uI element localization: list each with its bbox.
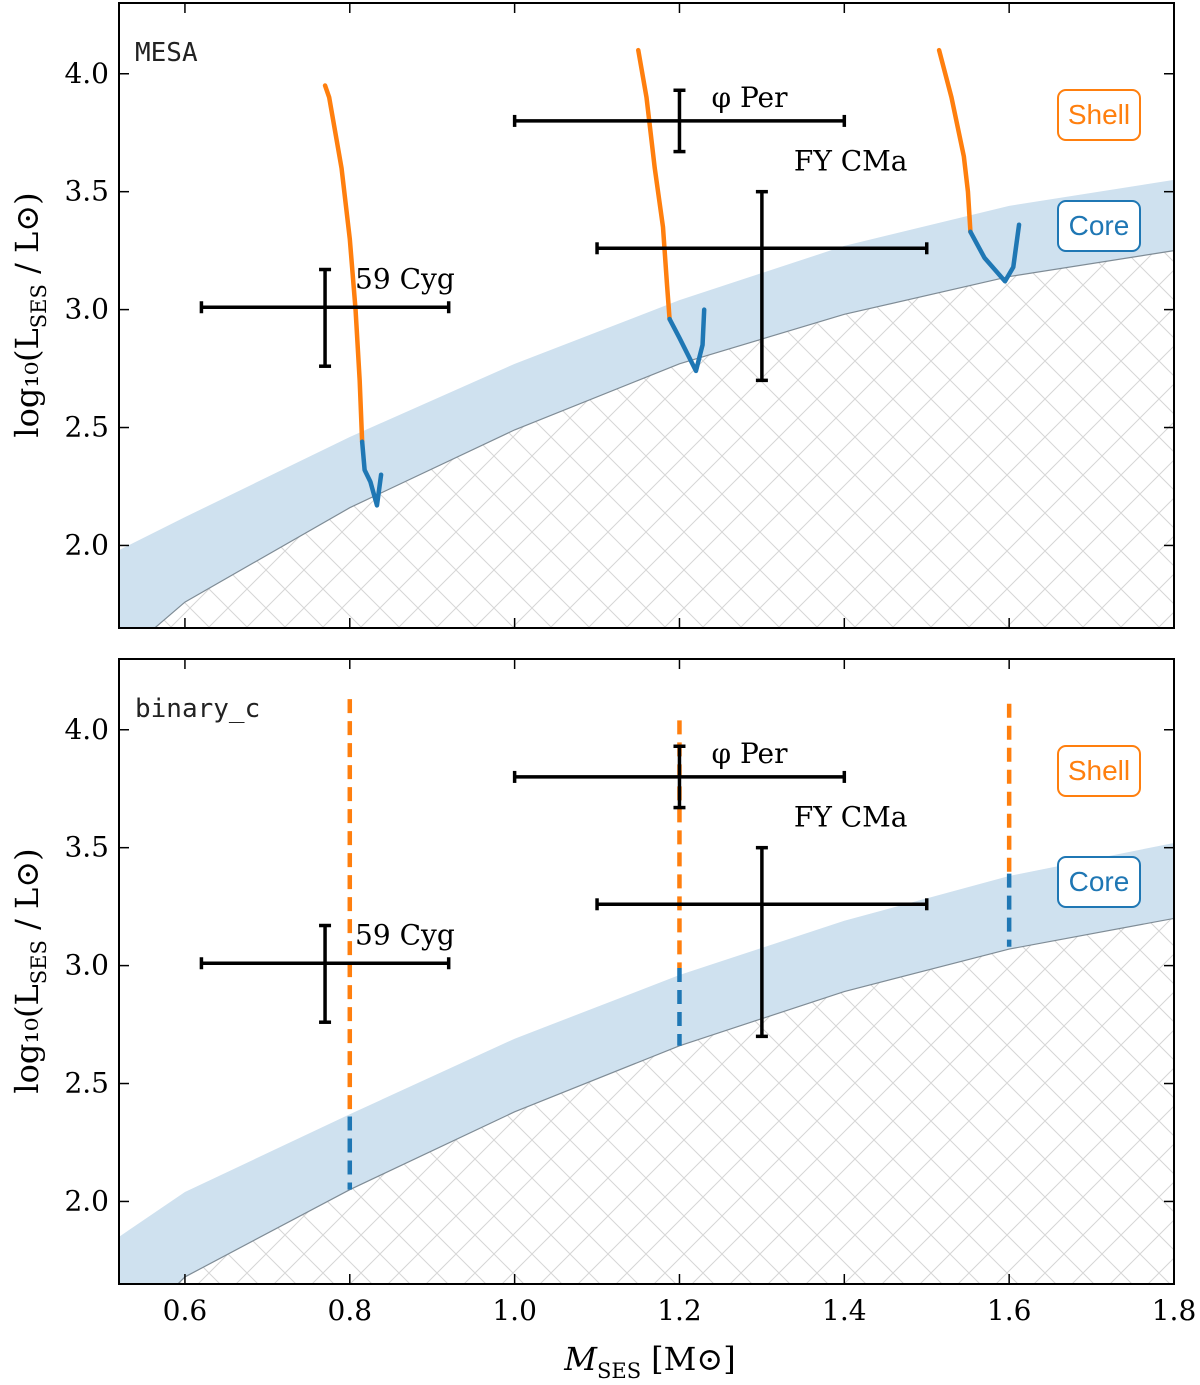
core-band — [119, 179, 1174, 628]
x-tick-label: 1.2 — [657, 1294, 702, 1327]
y-tick-label: 4.0 — [64, 57, 109, 90]
y-label-unit: / L⊙) — [8, 192, 46, 284]
x-tick-label: 1.8 — [1152, 1294, 1197, 1327]
observation-label: 59 Cyg — [355, 918, 455, 951]
x-tick-label: 1.0 — [492, 1294, 537, 1327]
observation-cyg59 — [199, 923, 451, 1024]
y-tick-label: 4.0 — [64, 713, 109, 746]
x-label-unit: [M⊙] — [651, 1340, 736, 1378]
x-tick-label: 0.6 — [163, 1294, 208, 1327]
x-tick-label: 1.4 — [822, 1294, 867, 1327]
y-axis-label-top: log₁₀(LSES / L⊙) — [8, 192, 51, 437]
y-tick-label: 2.0 — [64, 528, 109, 561]
x-tick-label: 0.8 — [328, 1294, 373, 1327]
observation-phi-per — [512, 88, 847, 154]
y-tick-label: 2.5 — [64, 1067, 109, 1100]
shell-track — [936, 47, 973, 235]
observation-label: φ Per — [711, 737, 788, 770]
forbidden-region-hatch — [154, 250, 1174, 628]
observation-label: FY CMa — [794, 144, 908, 177]
x-tick-label: 1.6 — [987, 1294, 1032, 1327]
legend-shell-badge — [1057, 89, 1141, 141]
core-track — [968, 222, 1022, 284]
axes-frame — [118, 2, 1175, 629]
core-track — [359, 439, 384, 508]
legend-shell-label: Shell — [1068, 755, 1130, 786]
observation-label: FY CMa — [794, 800, 908, 833]
legend-shell-label: Shell — [1068, 99, 1130, 130]
shell-track — [636, 47, 672, 322]
observation-cyg59 — [199, 267, 451, 368]
observation-fy-cma — [595, 845, 929, 1039]
x-label-main: M — [563, 1340, 598, 1378]
plot-clip-group — [119, 699, 1174, 1284]
y-label-main: log₁₀(L — [8, 984, 46, 1093]
legend-core-badge — [1057, 200, 1141, 252]
core-band-lower-edge — [177, 917, 1174, 1284]
y-label-unit: / L⊙) — [8, 848, 46, 940]
core-track — [667, 307, 707, 374]
y-tick-label: 2.5 — [64, 411, 109, 444]
shell-track — [322, 83, 365, 444]
y-tick-label: 3.0 — [64, 949, 109, 982]
x-axis-label: MSES [M⊙] — [563, 1340, 735, 1383]
panel-title: binary_c — [135, 694, 260, 724]
legend-core-badge — [1057, 856, 1141, 908]
panel-title: MESA — [135, 38, 198, 68]
forbidden-region-hatch — [177, 918, 1174, 1284]
observation-fy-cma — [595, 189, 929, 383]
legend-core-label: Core — [1069, 866, 1130, 897]
axes-frame — [118, 658, 1175, 1285]
y-tick-label: 3.5 — [64, 175, 109, 208]
legend-core-label: Core — [1069, 210, 1130, 241]
y-tick-label: 2.0 — [64, 1184, 109, 1217]
observation-label: 59 Cyg — [355, 262, 455, 295]
y-label-sub: SES — [27, 284, 51, 328]
y-tick-label: 3.5 — [64, 831, 109, 864]
observation-label: φ Per — [711, 81, 788, 114]
legend-shell-badge — [1057, 745, 1141, 797]
core-band-lower-edge — [153, 250, 1174, 628]
y-label-main: log₁₀(L — [8, 328, 46, 437]
y-tick-label: 3.0 — [64, 293, 109, 326]
observation-phi-per — [512, 744, 847, 810]
y-label-sub: SES — [27, 940, 51, 984]
y-axis-label-bottom: log₁₀(LSES / L⊙) — [8, 848, 51, 1093]
plot-clip-group — [119, 47, 1174, 628]
x-label-sub: SES — [597, 1359, 641, 1383]
